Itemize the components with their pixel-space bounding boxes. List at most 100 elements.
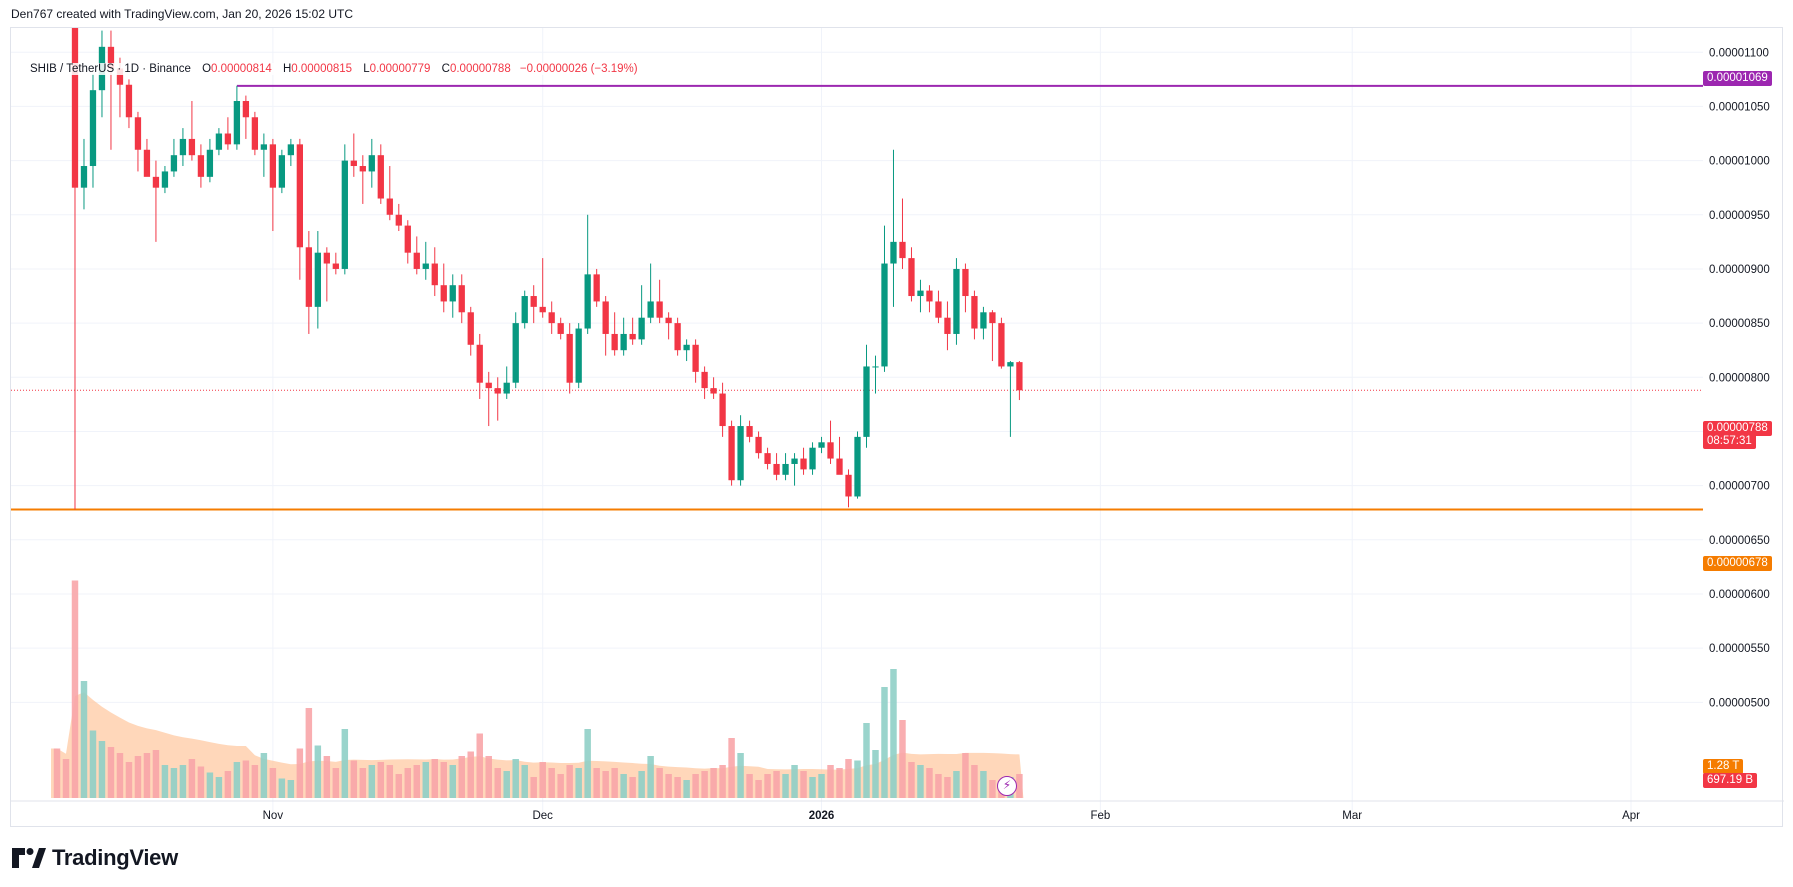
candle-body bbox=[404, 225, 411, 253]
candle-body bbox=[638, 317, 645, 340]
volume-bar bbox=[863, 723, 870, 798]
volume-bar bbox=[89, 730, 97, 798]
candle-body bbox=[953, 268, 960, 334]
volume-bar bbox=[80, 681, 88, 798]
volume-bar bbox=[935, 774, 942, 798]
volume-bar bbox=[638, 771, 645, 798]
volume-bar bbox=[629, 777, 636, 798]
y-tick-label: 0.00000850 bbox=[1709, 318, 1770, 330]
volume-bar bbox=[197, 766, 205, 798]
legend-low-value: 0.00000779 bbox=[369, 63, 431, 75]
candle-body bbox=[341, 160, 348, 269]
volume-bar bbox=[593, 768, 600, 798]
candle-body bbox=[467, 312, 474, 345]
volume-bar bbox=[485, 756, 492, 798]
candle-body bbox=[296, 144, 303, 248]
candle-body bbox=[278, 155, 286, 188]
candle-body bbox=[314, 252, 321, 307]
candle-body bbox=[305, 247, 312, 307]
volume-bar bbox=[836, 768, 843, 798]
volume-bar bbox=[287, 780, 295, 798]
candle-body bbox=[746, 426, 753, 437]
candle-body bbox=[566, 333, 573, 383]
volume-bar bbox=[467, 751, 474, 798]
volume-bar bbox=[98, 741, 106, 798]
volume-bar bbox=[521, 765, 528, 798]
candle-body bbox=[962, 268, 969, 297]
volume-bar bbox=[548, 768, 555, 798]
candle-body bbox=[980, 312, 987, 329]
volume-bar bbox=[476, 733, 483, 798]
candle-body bbox=[476, 344, 483, 383]
candle-body bbox=[287, 144, 295, 156]
x-tick-label: Mar bbox=[1342, 810, 1362, 822]
candle-body bbox=[377, 155, 384, 199]
y-tick-label: 0.00000900 bbox=[1709, 264, 1770, 276]
volume-bar bbox=[242, 760, 250, 798]
volume-bar bbox=[188, 759, 196, 798]
candle-body bbox=[188, 138, 196, 156]
candle-body bbox=[449, 285, 456, 302]
volume-bar bbox=[206, 772, 214, 798]
volume-bar bbox=[161, 765, 169, 798]
candle-body bbox=[935, 301, 942, 318]
x-tick-label: Dec bbox=[532, 810, 553, 822]
candle-body bbox=[971, 296, 978, 329]
tradingview-logo-icon bbox=[12, 848, 46, 868]
volume-bar bbox=[179, 765, 187, 798]
y-tick-label: 0.00000800 bbox=[1709, 372, 1770, 384]
candle-body bbox=[332, 263, 339, 269]
volume-bar bbox=[557, 774, 564, 798]
volume-bar bbox=[296, 748, 304, 798]
candle-body bbox=[359, 166, 366, 172]
volume-bar bbox=[377, 762, 385, 798]
legend-symbol[interactable]: SHIB / TetherUS · 1D · Binance bbox=[30, 63, 191, 75]
candle-body bbox=[431, 263, 438, 286]
candle-body bbox=[593, 274, 600, 302]
volume-bar bbox=[845, 759, 852, 798]
volume-bar bbox=[386, 765, 394, 798]
volume-bar bbox=[62, 759, 70, 798]
lightning-icon[interactable]: ⚡ bbox=[997, 776, 1017, 796]
x-tick-label: Apr bbox=[1622, 810, 1640, 822]
volume-bar bbox=[323, 756, 331, 798]
volume-bar bbox=[791, 765, 798, 798]
volume-current-tag: 697.19 B bbox=[1703, 773, 1758, 788]
candle-body bbox=[368, 155, 375, 172]
candle-body bbox=[179, 138, 187, 156]
candle-body bbox=[827, 442, 834, 459]
volume-bar bbox=[512, 759, 519, 798]
tradingview-logo[interactable]: TradingView bbox=[12, 845, 178, 871]
volume-bar bbox=[746, 774, 753, 798]
volume-bar bbox=[143, 753, 151, 798]
volume-bar bbox=[278, 778, 286, 798]
candle-body bbox=[890, 241, 897, 264]
volume-bar bbox=[953, 771, 960, 798]
chart-attribution: Den767 created with TradingView.com, Jan… bbox=[11, 7, 353, 21]
volume-bar bbox=[539, 762, 546, 798]
candlestick-chart[interactable]: 0.00001100 0.00001050 0.00001000 0.00000950… bbox=[11, 28, 1784, 828]
volume-bar bbox=[611, 768, 618, 798]
legend-high-value: 0.00000815 bbox=[291, 63, 353, 75]
candle-body bbox=[881, 263, 888, 367]
candle-body bbox=[224, 133, 232, 145]
volume-bar bbox=[584, 729, 591, 798]
volume-bar bbox=[170, 768, 178, 798]
candle-body bbox=[206, 149, 214, 177]
volume-bar bbox=[260, 753, 268, 798]
volume-bar bbox=[503, 771, 510, 798]
chart-pane[interactable]: 0.00001100 0.00001050 0.00001000 0.00000950… bbox=[10, 27, 1784, 828]
candle-body bbox=[134, 117, 142, 150]
candle-body bbox=[395, 214, 402, 226]
volume-bar bbox=[620, 774, 627, 798]
candle-body bbox=[917, 290, 924, 297]
y-tick-label: 0.00000700 bbox=[1709, 481, 1770, 493]
volume-bar bbox=[899, 720, 906, 798]
candle-body bbox=[710, 388, 717, 394]
volume-bar bbox=[800, 771, 807, 798]
candle-body bbox=[260, 144, 268, 150]
candle-body bbox=[989, 312, 996, 324]
candle-body bbox=[233, 101, 241, 145]
y-tick-label: 0.00001050 bbox=[1709, 101, 1770, 113]
candle-body bbox=[674, 323, 681, 351]
